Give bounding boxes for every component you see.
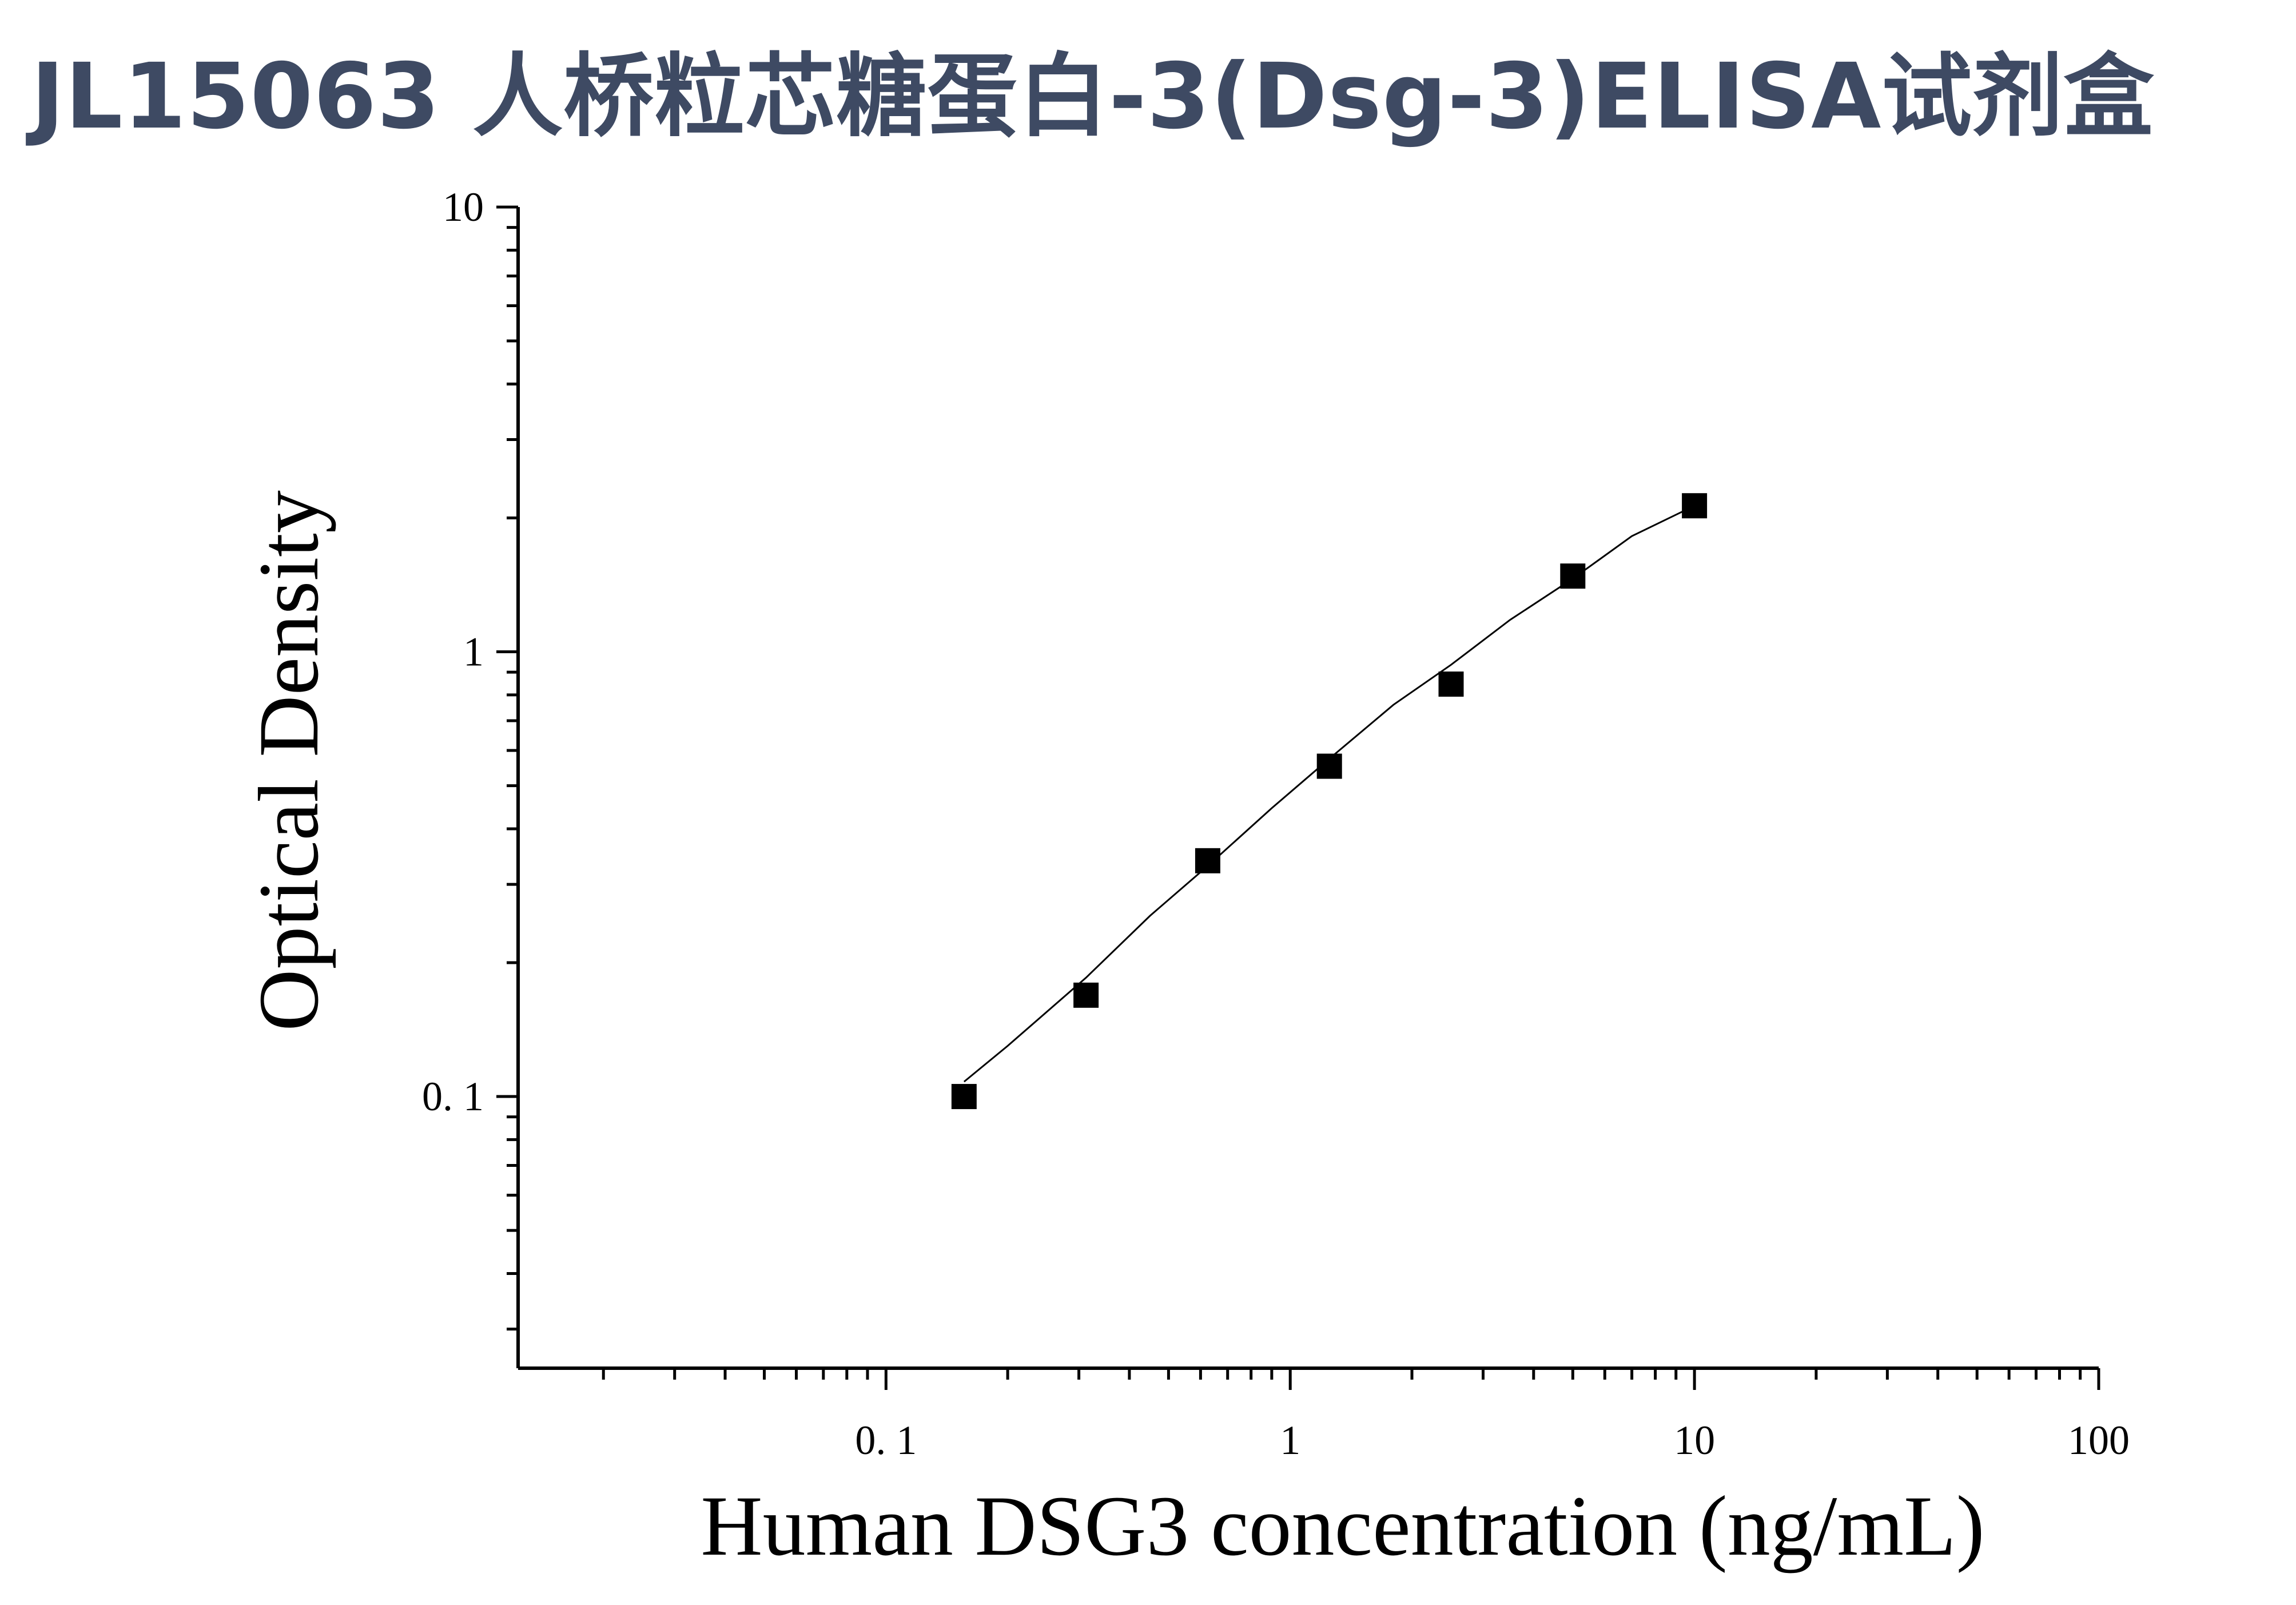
data-points — [951, 493, 1708, 1110]
data-point — [1195, 848, 1220, 873]
x-tick-label: 1 — [1280, 1417, 1300, 1463]
x-tick-label: 0. 1 — [855, 1417, 917, 1463]
y-tick-label: 0. 1 — [422, 1074, 484, 1119]
y-axis-title: Optical Density — [241, 490, 336, 1031]
x-tick-label: 100 — [2068, 1417, 2130, 1463]
data-point — [1560, 563, 1586, 589]
y-tick-label: 1 — [463, 629, 484, 675]
page-title: JL15063 人桥粒芯糖蛋白-3(Dsg-3)ELISA试剂盒 — [31, 44, 2155, 149]
chart-axes — [496, 205, 2100, 1390]
data-point — [1438, 672, 1464, 697]
chart-labels: 0. 1 1 10 100 0. 1 1 10 Human DSG3 concentratio… — [241, 184, 2130, 1574]
data-point — [951, 1084, 977, 1110]
x-tick-label: 10 — [1674, 1417, 1715, 1463]
data-point — [1073, 982, 1099, 1008]
data-point — [1682, 493, 1708, 519]
y-tick-label: 10 — [443, 184, 484, 230]
data-point — [1316, 753, 1342, 779]
x-axis-title: Human DSG3 concentration (ng/mL) — [701, 1479, 1984, 1574]
